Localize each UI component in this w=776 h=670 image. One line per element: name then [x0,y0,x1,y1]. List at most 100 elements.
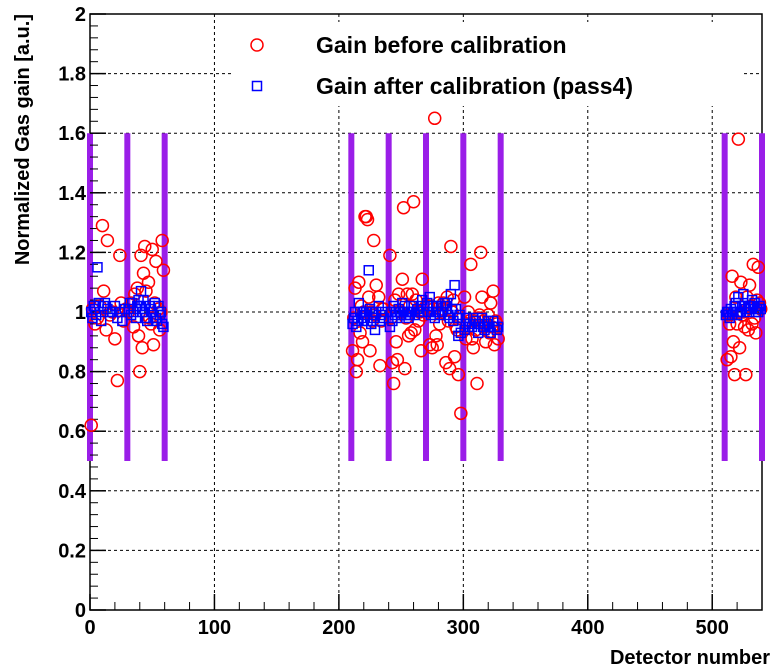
y-axis-title: Normalized Gas gain [a.u.] [12,14,34,265]
point-after [98,300,109,312]
point-before [444,239,458,254]
point-before [751,260,766,275]
point-after [491,324,503,336]
y-tick-label: 0.6 [58,421,86,443]
point-after [155,306,167,318]
point-before [729,290,743,304]
y-tick-label: 1.4 [58,183,87,205]
point-after [464,318,475,330]
point-before [391,287,406,301]
point-before [141,275,156,289]
legend: Gain before calibration Gain after calibr… [232,22,742,106]
point-before [130,281,145,295]
point-after [368,312,379,324]
point-before [722,317,737,331]
x-tick-label: 100 [198,617,231,639]
point-before [386,376,401,391]
y-tick-label: 0.2 [58,540,86,562]
point-before [131,329,146,343]
series-after-calibration [85,262,767,342]
point-after [470,315,482,327]
point-before [96,284,111,298]
x-axis-title: Detector number [610,647,770,669]
point-before [734,275,748,289]
point-after [156,318,168,330]
point-before [110,373,125,388]
point-before [750,293,764,307]
point-before [470,376,484,391]
point-after [451,312,463,324]
y-tick-label: 0 [75,600,86,622]
point-before [363,343,377,358]
y-tick-label: 1.6 [58,123,86,145]
point-before [483,296,498,310]
y-tick-label: 0.4 [58,481,87,503]
legend-marker-after [251,80,263,92]
point-after [492,321,504,333]
point-before [383,248,397,263]
point-before [389,335,403,349]
point-after [454,309,465,321]
point-before [464,257,478,272]
point-after [130,312,142,324]
point-before [134,248,148,263]
point-before [422,338,437,352]
point-before [145,242,159,257]
point-before [398,361,412,376]
point-before [732,341,747,355]
point-before [447,349,462,364]
point-before [371,290,386,304]
point-before [355,335,370,349]
point-before [146,338,161,352]
y-tick-label: 2 [75,4,86,26]
point-after [449,279,460,291]
point-before [491,332,505,346]
point-before [353,326,367,340]
point-before [725,269,739,283]
point-before [451,367,466,382]
y-tick-label: 1.8 [58,64,86,86]
point-after [754,300,765,312]
point-before [156,263,171,278]
point-after [415,300,427,312]
point-before [366,233,381,248]
point-before [155,233,169,248]
point-after [149,297,160,309]
point-before [390,352,405,367]
point-before [737,320,752,334]
point-before [95,218,110,233]
point-after [384,321,396,333]
point-before [360,212,375,227]
point-before [133,364,147,379]
point-before [352,275,366,289]
point-after [363,265,375,276]
y-tick-label: 1 [75,302,86,324]
point-before [742,278,757,292]
legend-label-after: Gain after calibration (pass4) [316,73,633,99]
point-after [403,312,414,324]
point-after [453,330,464,342]
point-after [92,262,103,273]
run-boundary-lines [87,133,765,461]
point-before [731,132,746,146]
x-tick-label: 400 [571,617,604,639]
legend-label-before: Gain before calibration [316,32,567,58]
point-before [100,233,115,248]
point-before [739,367,753,382]
point-before [369,278,383,292]
point-before [88,317,102,331]
legend-box [232,22,742,106]
point-before [113,248,127,263]
point-after [158,321,169,333]
point-before [427,111,442,126]
x-tick-label: 200 [322,617,355,639]
point-before [404,326,418,340]
point-before [457,290,472,304]
y-tick-label: 0.8 [58,362,86,384]
point-after [755,303,767,315]
point-before [406,194,421,209]
point-before [373,358,387,373]
y-tick-label: 1.2 [58,242,86,264]
point-before [84,418,98,432]
point-before [466,341,481,355]
